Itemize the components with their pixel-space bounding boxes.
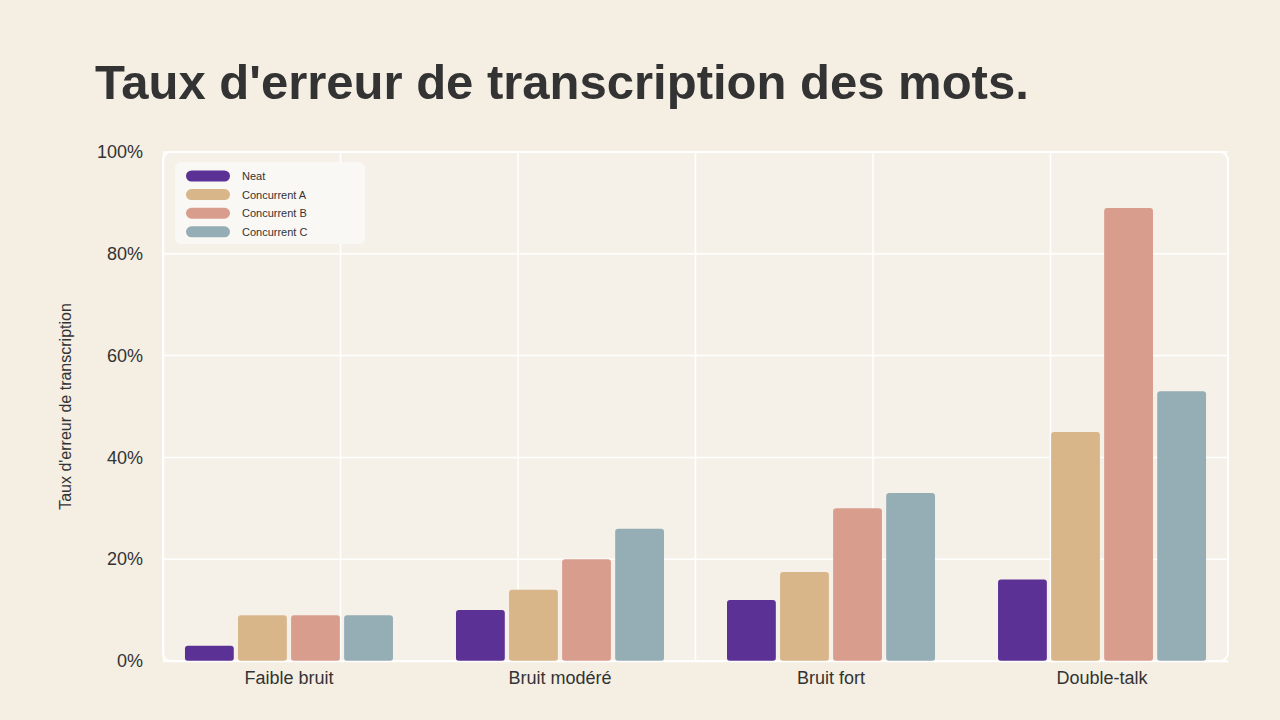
legend-swatch [186, 208, 230, 219]
bar [615, 529, 664, 661]
y-tick-label: 80% [107, 244, 143, 264]
vertical-line [1050, 152, 1052, 661]
x-tick: Double-talk [1057, 661, 1149, 688]
y-tick-label: 40% [107, 448, 143, 468]
bars [185, 208, 1206, 661]
grid [163, 152, 1228, 661]
bar [1104, 208, 1153, 661]
bar [1157, 391, 1206, 661]
legend-swatch [186, 189, 230, 200]
bar [344, 615, 393, 661]
bar [509, 590, 558, 661]
legend-label: Concurrent C [242, 226, 307, 238]
y-tick: 60% [107, 346, 163, 366]
bar [886, 493, 935, 661]
legend: Neat Concurrent A Concurrent B Concurrent C [175, 162, 365, 244]
bar [780, 572, 829, 661]
x-tick: Faible bruit [244, 661, 333, 688]
legend-box [175, 162, 365, 244]
x-tick-label: Bruit fort [797, 668, 865, 688]
y-tick: 100% [97, 142, 163, 162]
legend-label: Concurrent B [242, 207, 307, 219]
bar [185, 646, 234, 661]
y-axis-title: Taux d'erreur de transcription [57, 303, 74, 510]
plot-panel [163, 152, 1228, 661]
title: Taux d'erreur de transcription des mots. [95, 55, 1029, 109]
y-tick: 20% [107, 549, 163, 569]
bar [833, 508, 882, 661]
x-tick-label: Bruit modéré [508, 668, 611, 688]
y-tick-label: 20% [107, 549, 143, 569]
chart: Taux d'erreur de transcription des mots.… [0, 0, 1280, 720]
y-axis-line [163, 153, 165, 662]
bar [1051, 432, 1100, 661]
x-tick: Bruit fort [797, 661, 865, 688]
grid-line [163, 355, 1228, 357]
x-axis: Faible bruit Bruit modéré Bruit fort Double… [164, 661, 1229, 688]
y-tick: 0% [117, 651, 163, 671]
legend-swatch [186, 226, 230, 237]
vertical-lines [341, 152, 1051, 661]
legend-label: Neat [242, 170, 265, 182]
y-tick-label: 0% [117, 651, 143, 671]
x-axis-line [164, 661, 1229, 663]
x-tick-label: Double-talk [1057, 668, 1149, 688]
legend-swatch [186, 171, 230, 182]
legend-label: Concurrent A [242, 189, 307, 201]
bar [291, 615, 340, 661]
grid-line [163, 253, 1228, 255]
background [0, 0, 1280, 720]
y-axis: 0% 20% 40% 60% 80% 100% [97, 142, 164, 671]
bar [238, 615, 287, 661]
grid-line [163, 151, 1228, 153]
y-tick: 40% [107, 448, 163, 468]
x-tick: Bruit modéré [508, 661, 611, 688]
bar [998, 580, 1047, 661]
bar [562, 559, 611, 661]
vertical-line [517, 152, 519, 661]
y-tick: 80% [107, 244, 163, 264]
plot: 0% 20% 40% 60% 80% 100% Faible bruit Bruit modé… [97, 142, 1229, 688]
vertical-line [695, 152, 697, 661]
bar [456, 610, 505, 661]
y-tick-label: 100% [97, 142, 143, 162]
x-tick-label: Faible bruit [244, 668, 333, 688]
bar [727, 600, 776, 661]
y-tick-label: 60% [107, 346, 143, 366]
